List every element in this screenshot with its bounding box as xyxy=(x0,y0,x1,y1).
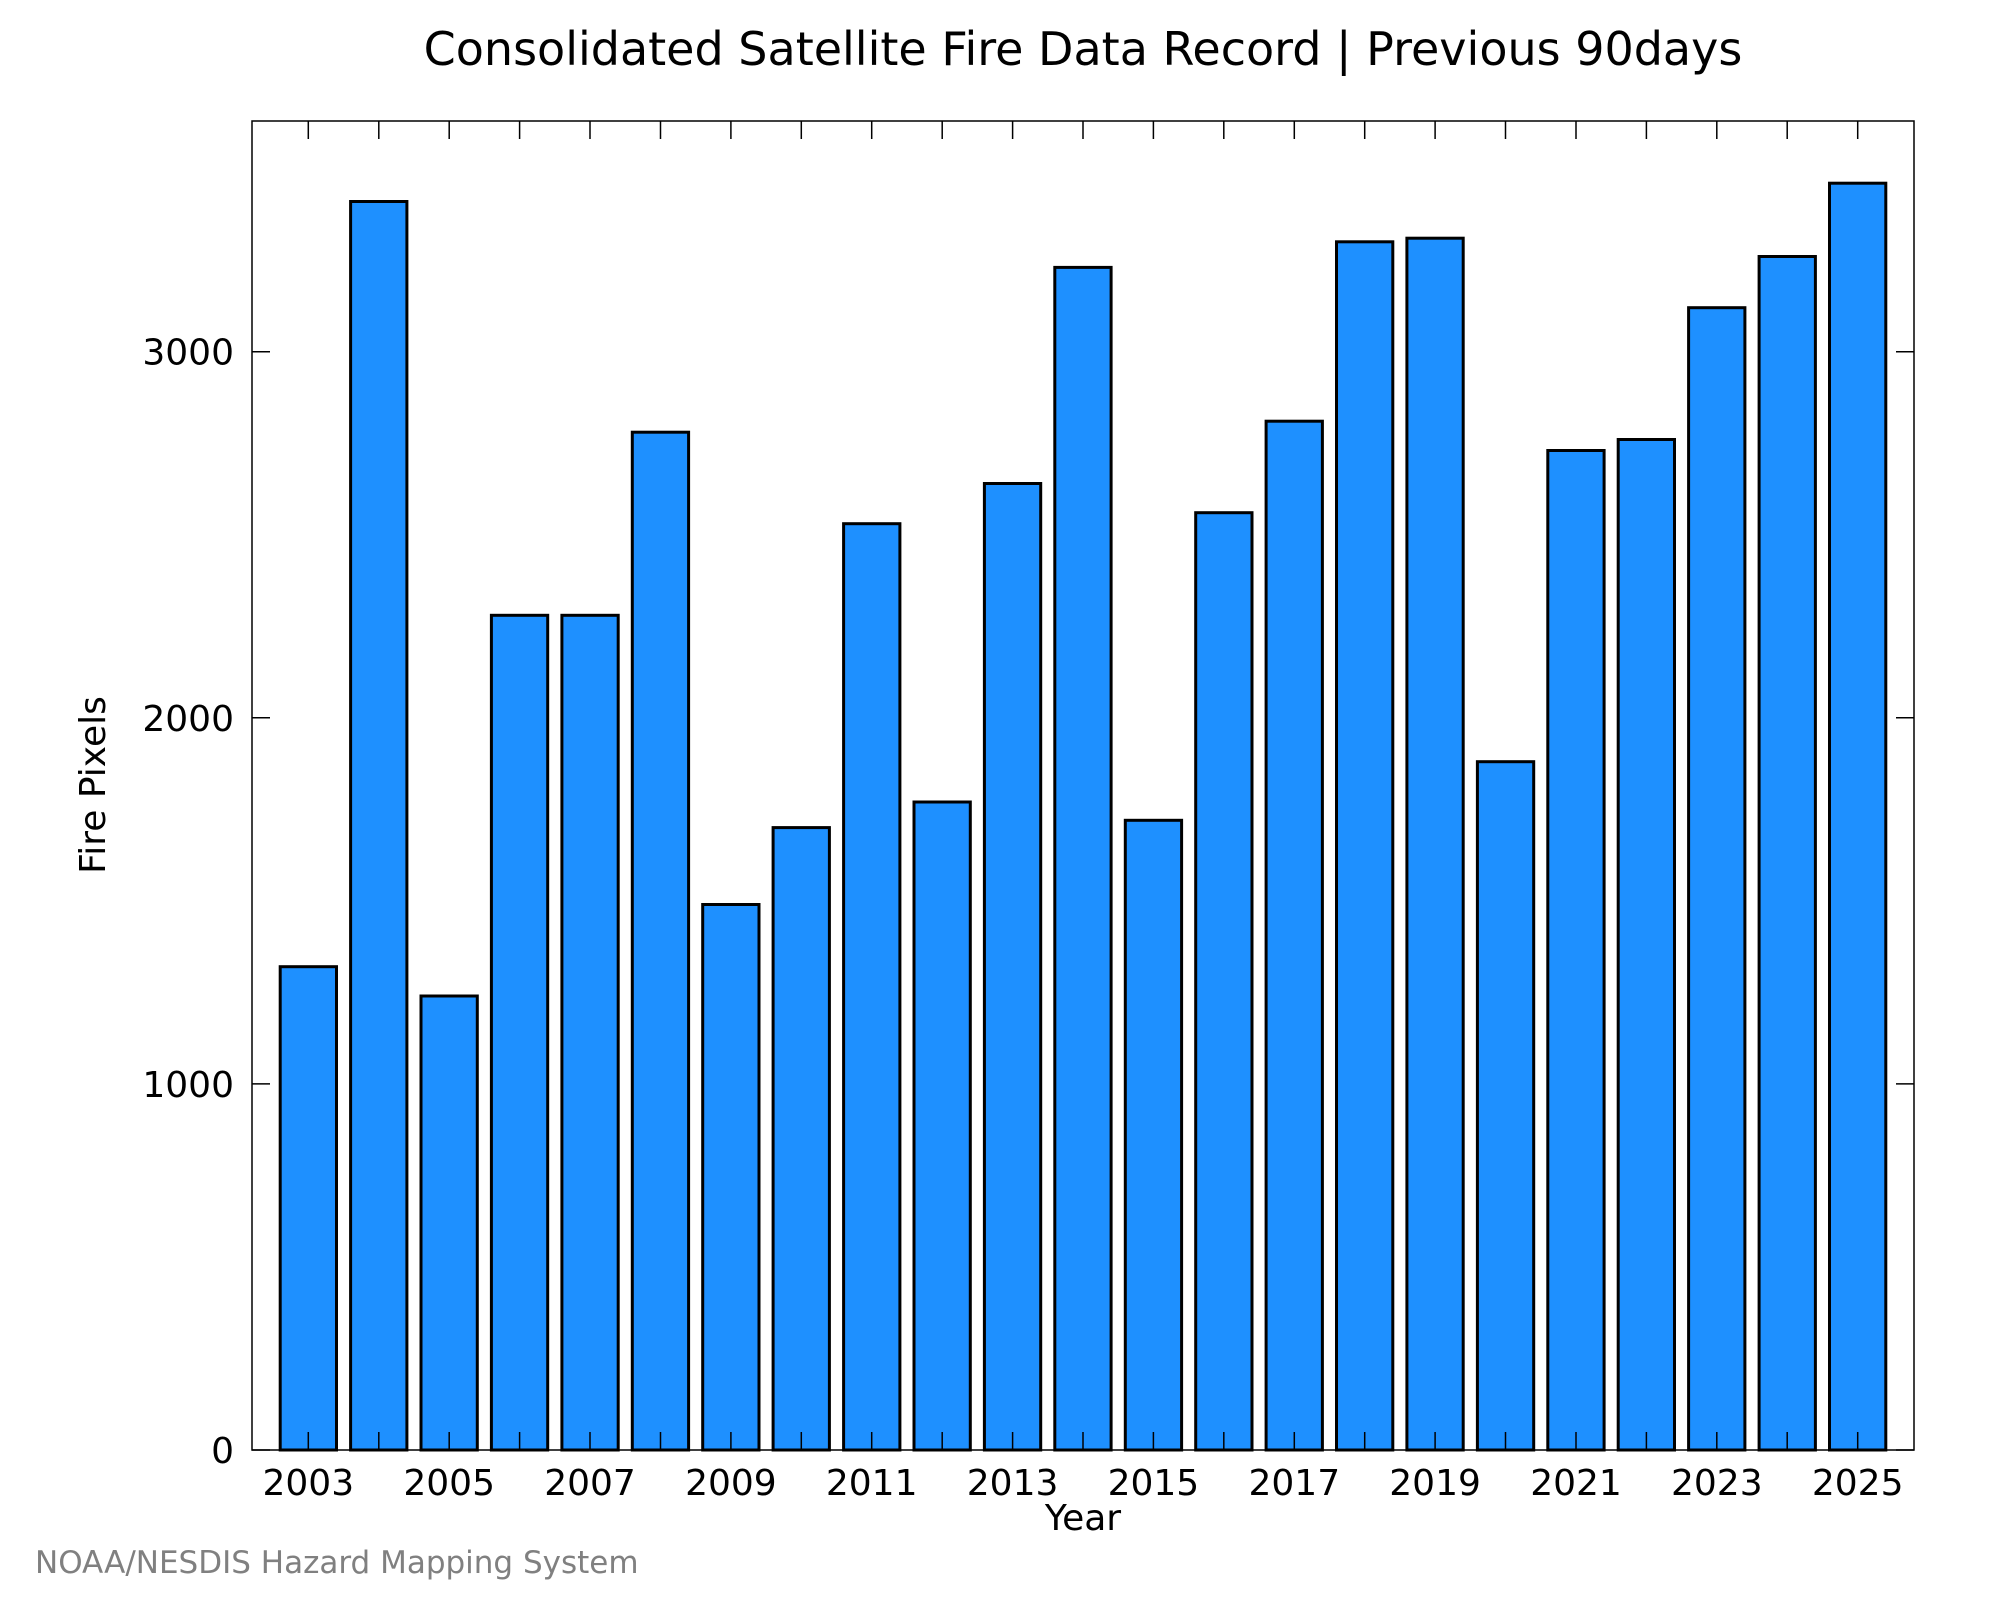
bar-2022 xyxy=(1616,438,1676,1452)
bar-2023 xyxy=(1687,306,1747,1452)
plot-frame xyxy=(251,120,1915,1451)
y-axis-label: Fire Pixels xyxy=(73,696,114,874)
bar-2007 xyxy=(560,613,620,1452)
y-tick-labels: 0 1000 2000 3000 xyxy=(142,333,234,1472)
bars-group xyxy=(278,181,1888,1452)
bar-2021 xyxy=(1546,449,1606,1452)
bar-2018 xyxy=(1335,240,1395,1452)
bar-2005 xyxy=(419,994,479,1452)
x-tick-label-2017: 2017 xyxy=(1248,1463,1340,1504)
bar-2019 xyxy=(1405,236,1465,1452)
bar-2008 xyxy=(630,430,691,1452)
bar-2009 xyxy=(701,903,761,1452)
x-tick-label-2021: 2021 xyxy=(1530,1463,1622,1504)
x-axis-label: Year xyxy=(1044,1498,1121,1539)
y-tick-label-1000: 1000 xyxy=(142,1065,234,1106)
x-tick-label-2013: 2013 xyxy=(967,1463,1059,1504)
x-tick-label-2015: 2015 xyxy=(1108,1463,1200,1504)
bar-2010 xyxy=(771,826,831,1452)
x-tick-labels: 2003 2005 2007 2009 2011 2013 2015 2017 2019 2021… xyxy=(262,1463,1903,1504)
bar-2015 xyxy=(1123,818,1184,1452)
x-tick-label-2023: 2023 xyxy=(1671,1463,1763,1504)
bar-2014 xyxy=(1053,265,1113,1452)
bar-2013 xyxy=(982,482,1043,1452)
bar-2003 xyxy=(278,965,339,1452)
bar-2006 xyxy=(489,613,550,1452)
x-tick-label-2019: 2019 xyxy=(1389,1463,1481,1504)
y-tick-label-2000: 2000 xyxy=(142,699,234,740)
bar-2017 xyxy=(1264,419,1324,1452)
bar-2025 xyxy=(1828,181,1888,1452)
y-tick-label-3000: 3000 xyxy=(142,333,234,374)
bar-2011 xyxy=(842,522,902,1452)
bar-2004 xyxy=(349,200,409,1452)
credit-text: NOAA/NESDIS Hazard Mapping System xyxy=(35,1545,639,1581)
x-tick-label-2005: 2005 xyxy=(403,1463,495,1504)
bar-2012 xyxy=(912,800,972,1452)
chart-title: Consolidated Satellite Fire Data Record … xyxy=(424,22,1743,77)
bar-2016 xyxy=(1194,511,1254,1452)
x-tick-label-2007: 2007 xyxy=(544,1463,636,1504)
x-tick-label-2009: 2009 xyxy=(685,1463,777,1504)
y-tick-label-0: 0 xyxy=(211,1431,234,1472)
bar-2024 xyxy=(1757,255,1817,1452)
bar-2020 xyxy=(1475,760,1536,1452)
x-tick-label-2003: 2003 xyxy=(262,1463,354,1504)
x-tick-label-2025: 2025 xyxy=(1812,1463,1904,1504)
x-tick-label-2011: 2011 xyxy=(826,1463,918,1504)
